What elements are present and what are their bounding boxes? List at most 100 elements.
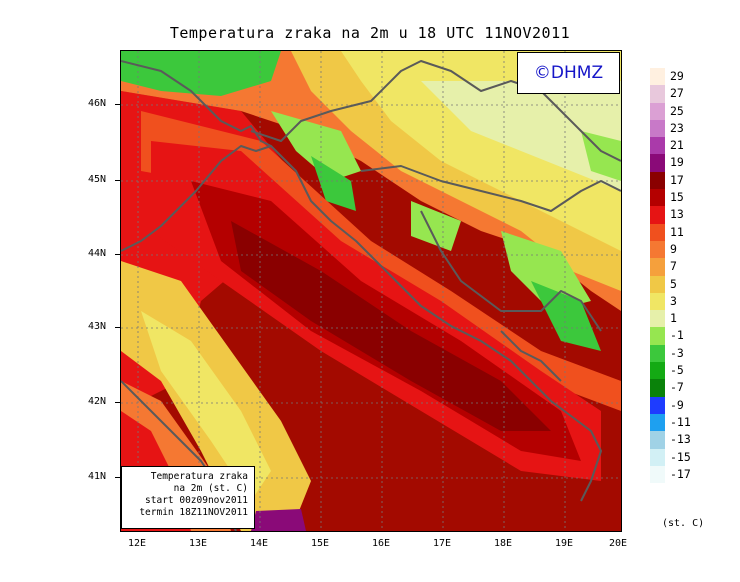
legend-label: 9 [670, 241, 677, 256]
legend-swatch [650, 327, 665, 345]
legend-entry: 5 [650, 275, 710, 293]
legend-label: -9 [670, 397, 684, 412]
lat-tick-44n: 44N [88, 248, 107, 259]
legend-label: 5 [670, 276, 677, 291]
legend-entry: 3 [650, 292, 710, 311]
legend-entry: 17 [650, 171, 710, 190]
legend-swatch [650, 344, 665, 363]
info-box: Temperatura zraka na 2m (st. C) start 00… [121, 466, 255, 529]
lon-tick-12e: 12E [127, 538, 147, 549]
temperature-field [121, 51, 621, 531]
lat-tick-42n: 42N [88, 396, 107, 407]
legend-swatch [650, 448, 665, 466]
legend-entry: -13 [650, 431, 710, 449]
color-legend: 29 27 25 23 21 19 17 15 13 11 9 7 5 3 1 -1 -3 -5 -7 -9 -11 -1… [650, 68, 710, 484]
legend-swatch [650, 431, 665, 449]
temperature-map [120, 50, 622, 532]
legend-entry: -15 [650, 448, 710, 466]
legend-swatch [650, 189, 665, 207]
legend-swatch [650, 137, 665, 155]
legend-entry: 19 [650, 154, 710, 172]
lon-tick-17e: 17E [432, 538, 452, 549]
legend-swatch [650, 362, 665, 380]
legend-entry: 25 [650, 102, 710, 120]
legend-label: -5 [670, 363, 684, 378]
lon-tick-13e: 13E [188, 538, 208, 549]
lat-tickmark [115, 104, 120, 105]
legend-entry: 7 [650, 258, 710, 276]
legend-swatch [650, 68, 665, 86]
legend-label: -13 [670, 432, 691, 447]
lon-tick-19e: 19E [554, 538, 574, 549]
legend-entry: 29 [650, 68, 710, 86]
legend-label: 11 [670, 224, 684, 239]
legend-entry: -7 [650, 379, 710, 397]
lon-tick-14e: 14E [249, 538, 269, 549]
legend-entry: 9 [650, 240, 710, 259]
legend-swatch [650, 258, 665, 276]
legend-swatch [650, 292, 665, 311]
legend-label: -3 [670, 345, 684, 360]
legend-swatch [650, 119, 665, 138]
legend-entry: -17 [650, 465, 710, 484]
legend-label: 29 [670, 69, 684, 83]
dhmz-logo: ©DHMZ [517, 52, 620, 94]
legend-swatch [650, 465, 665, 484]
legend-unit: (st. C) [662, 518, 705, 529]
legend-entry: 13 [650, 206, 710, 224]
legend-label: -15 [670, 449, 691, 464]
legend-swatch [650, 223, 665, 241]
legend-swatch [650, 379, 665, 397]
legend-swatch [650, 240, 665, 259]
legend-swatch [650, 102, 665, 120]
legend-label: 3 [670, 293, 677, 308]
legend-entry: -1 [650, 327, 710, 345]
info-line-2: na 2m (st. C) [173, 483, 248, 494]
legend-swatch [650, 206, 665, 224]
lon-tick-16e: 16E [371, 538, 391, 549]
lat-tickmark [115, 477, 120, 478]
legend-swatch [650, 275, 665, 293]
legend-label: 27 [670, 86, 684, 101]
lat-tickmark [115, 254, 120, 255]
lon-tick-15e: 15E [310, 538, 330, 549]
info-line-4: termin 18Z11NOV2011 [139, 507, 248, 518]
legend-label: -1 [670, 328, 684, 343]
lat-tick-41n: 41N [88, 471, 107, 482]
legend-entry: 23 [650, 119, 710, 138]
lat-tickmark [115, 402, 120, 403]
legend-label: -7 [670, 380, 684, 395]
lon-tick-20e: 20E [608, 538, 628, 549]
legend-label: 19 [670, 155, 684, 170]
legend-entry: 11 [650, 223, 710, 241]
legend-entry: -11 [650, 413, 710, 432]
legend-entry: -3 [650, 344, 710, 363]
lat-tickmark [115, 180, 120, 181]
legend-swatch [650, 85, 665, 103]
legend-swatch [650, 154, 665, 172]
lon-tick-18e: 18E [493, 538, 513, 549]
legend-entry: -5 [650, 362, 710, 380]
legend-entry: -9 [650, 396, 710, 414]
legend-label: 15 [670, 190, 684, 205]
lat-tick-45n: 45N [88, 174, 107, 185]
legend-entry: 15 [650, 189, 710, 207]
legend-label: 25 [670, 103, 684, 118]
legend-label: 17 [670, 172, 684, 187]
legend-entry: 27 [650, 85, 710, 103]
legend-label: 7 [670, 259, 677, 274]
lat-tickmark [115, 327, 120, 328]
info-line-1: Temperatura zraka [150, 471, 248, 482]
legend-entry: 21 [650, 137, 710, 155]
lat-tick-46n: 46N [88, 98, 107, 109]
info-line-3: start 00z09nov2011 [145, 495, 248, 506]
legend-swatch [650, 171, 665, 190]
legend-swatch [650, 413, 665, 432]
legend-swatch [650, 310, 665, 328]
legend-label: 23 [670, 120, 684, 135]
legend-label: -11 [670, 414, 691, 429]
legend-label: 21 [670, 138, 684, 153]
map-title: Temperatura zraka na 2m u 18 UTC 11NOV20… [169, 24, 571, 42]
lat-tick-43n: 43N [88, 321, 107, 332]
legend-entry: 1 [650, 310, 710, 328]
